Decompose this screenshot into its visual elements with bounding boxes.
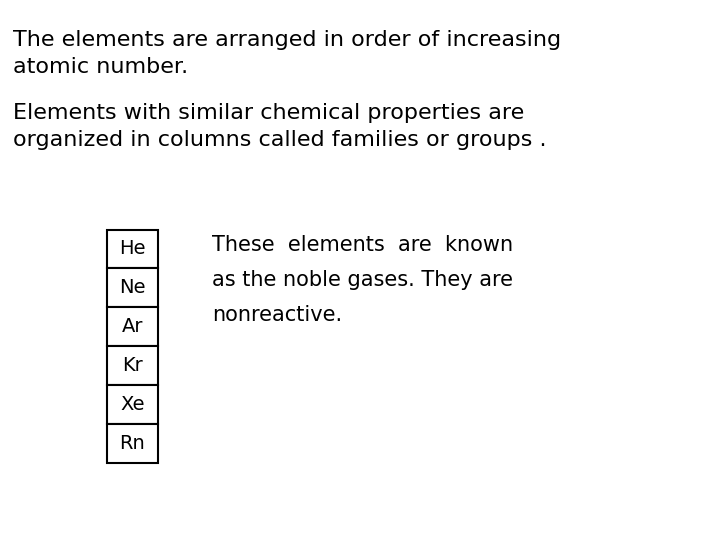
Text: Ne: Ne (120, 278, 145, 298)
Text: atomic number.: atomic number. (13, 57, 188, 77)
Text: Ar: Ar (122, 317, 143, 336)
Bar (107, 424, 158, 463)
Text: Rn: Rn (120, 434, 145, 453)
Text: Kr: Kr (122, 356, 143, 375)
Bar (107, 230, 158, 268)
Text: Xe: Xe (120, 395, 145, 414)
Text: He: He (120, 239, 145, 259)
Text: nonreactive.: nonreactive. (212, 305, 343, 325)
Bar (107, 346, 158, 385)
Text: as the noble gases. They are: as the noble gases. They are (212, 270, 513, 290)
Bar (107, 307, 158, 346)
Text: The elements are arranged in order of increasing: The elements are arranged in order of in… (13, 30, 561, 50)
Bar (107, 385, 158, 424)
Bar (107, 268, 158, 307)
Text: These  elements  are  known: These elements are known (212, 235, 513, 255)
Text: Elements with similar chemical properties are: Elements with similar chemical propertie… (13, 103, 524, 123)
Text: organized in columns called families or groups .: organized in columns called families or … (13, 130, 546, 150)
